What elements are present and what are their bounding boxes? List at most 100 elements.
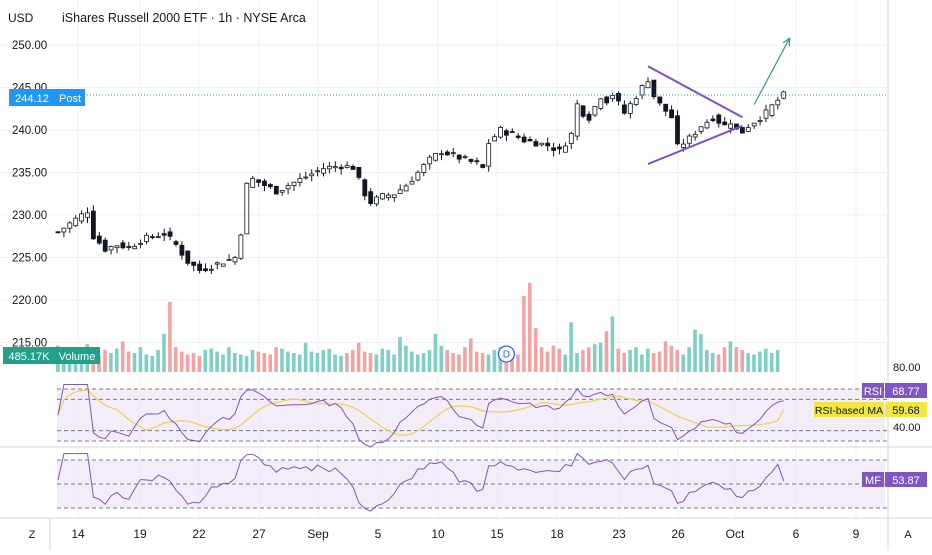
time-tick-label: 27	[252, 527, 266, 541]
candle-body	[415, 171, 421, 181]
volume-bar	[321, 350, 326, 372]
volume-bar	[268, 354, 272, 372]
volume-bar	[746, 353, 750, 372]
candle-body	[185, 250, 191, 264]
volume-bar	[297, 354, 302, 372]
candle-body	[456, 154, 462, 160]
candle-body	[598, 98, 604, 109]
candle-body	[238, 234, 244, 259]
volume-bar	[616, 348, 621, 372]
volume-bar	[303, 342, 308, 372]
auto-scale-button[interactable]: A	[904, 529, 912, 541]
candle-body	[167, 231, 173, 237]
volume-bar	[374, 354, 379, 372]
candle-body	[208, 268, 214, 271]
volume-bar	[687, 347, 691, 372]
candle-body	[622, 104, 627, 114]
candle-body	[533, 141, 539, 147]
triangle-upper-trendline[interactable]	[647, 65, 743, 119]
triangle-lower-trendline[interactable]	[647, 124, 743, 165]
candle-body	[173, 241, 179, 245]
candle-body	[350, 166, 356, 170]
candle-body	[356, 166, 362, 178]
candle-body	[681, 143, 686, 148]
volume-bar	[492, 350, 497, 372]
time-tick-label: 5	[375, 527, 382, 541]
time-tick-label: 14	[71, 527, 85, 541]
breakout-arrow[interactable]	[753, 36, 791, 105]
volume-bar	[545, 351, 550, 372]
volume-bar	[651, 353, 656, 372]
candle-body	[627, 103, 633, 114]
volume-bar	[769, 353, 774, 372]
candle-body	[368, 191, 374, 204]
candle-body	[698, 126, 704, 132]
candle-body	[155, 236, 161, 238]
volume-bar	[221, 354, 225, 372]
volume-bar	[410, 351, 414, 372]
candle-body	[639, 85, 645, 96]
volume-bar	[380, 348, 385, 372]
candle-body	[421, 164, 427, 173]
candle-body	[326, 165, 332, 170]
candle-body	[391, 194, 397, 198]
candle-body	[73, 217, 79, 227]
price-tick-label: 225.00	[12, 253, 47, 265]
volume-bar	[292, 353, 296, 372]
candle-body	[433, 153, 439, 161]
volume-bar	[528, 282, 532, 372]
candle-body	[380, 193, 385, 200]
candle-body	[214, 262, 220, 265]
volume-badge-value: 485.17K	[9, 351, 51, 363]
volume-bar	[315, 353, 320, 372]
volume-bar	[758, 351, 762, 372]
candle-body	[663, 103, 669, 112]
candle-body	[315, 170, 321, 173]
time-tick-label: Sep	[307, 527, 329, 541]
candle-body	[191, 261, 197, 266]
time-axis-labels: 14 19 22 27 Sep 5 10 15 18 23 26 Oct 6 9	[71, 527, 859, 541]
mf-value: 53.87	[892, 475, 920, 487]
price-tick-label: 220.00	[12, 295, 47, 307]
candle-body	[303, 176, 309, 179]
candle-body	[267, 184, 273, 188]
candle-body	[338, 166, 344, 170]
candle-body	[633, 98, 639, 105]
volume-bar	[156, 350, 160, 372]
candle-body	[114, 245, 120, 249]
dividend-marker[interactable]: D	[497, 345, 516, 363]
price-tick-label: 235.00	[12, 168, 47, 180]
candle-body	[197, 263, 203, 271]
volume-bar	[657, 351, 662, 372]
price-tick-label: 250.00	[12, 40, 47, 52]
candle-body	[256, 179, 262, 183]
time-tick-label: 10	[431, 527, 445, 541]
candle-body	[462, 156, 468, 159]
rsi-legend: RSI 68.77 RSI-based MA 59.68	[814, 383, 927, 417]
candle-body	[527, 138, 533, 142]
volume-bar	[356, 342, 361, 372]
volume-bar	[238, 354, 243, 372]
volume-bar	[421, 353, 426, 372]
volume-bar	[516, 354, 520, 372]
volume-bar	[752, 354, 756, 372]
rsi-ma-name: RSI-based MA	[815, 405, 883, 417]
volume-bar	[132, 353, 137, 372]
candle-body	[769, 104, 775, 116]
volume-bar	[610, 316, 615, 372]
candle-body	[515, 135, 521, 138]
zoom-button[interactable]: Z	[29, 529, 36, 541]
candle-body	[751, 122, 757, 127]
time-tick-label: 18	[550, 527, 564, 541]
candles	[55, 77, 787, 275]
time-tick-label: 23	[612, 527, 626, 541]
volume-bar	[115, 348, 119, 372]
volume-bar	[351, 350, 355, 372]
currency-label[interactable]: USD	[8, 11, 34, 25]
rsi-ma-line	[57, 388, 785, 436]
candle-body	[232, 257, 238, 263]
candle-body	[149, 236, 155, 239]
volume-bar	[587, 347, 591, 372]
candle-body	[503, 130, 509, 136]
